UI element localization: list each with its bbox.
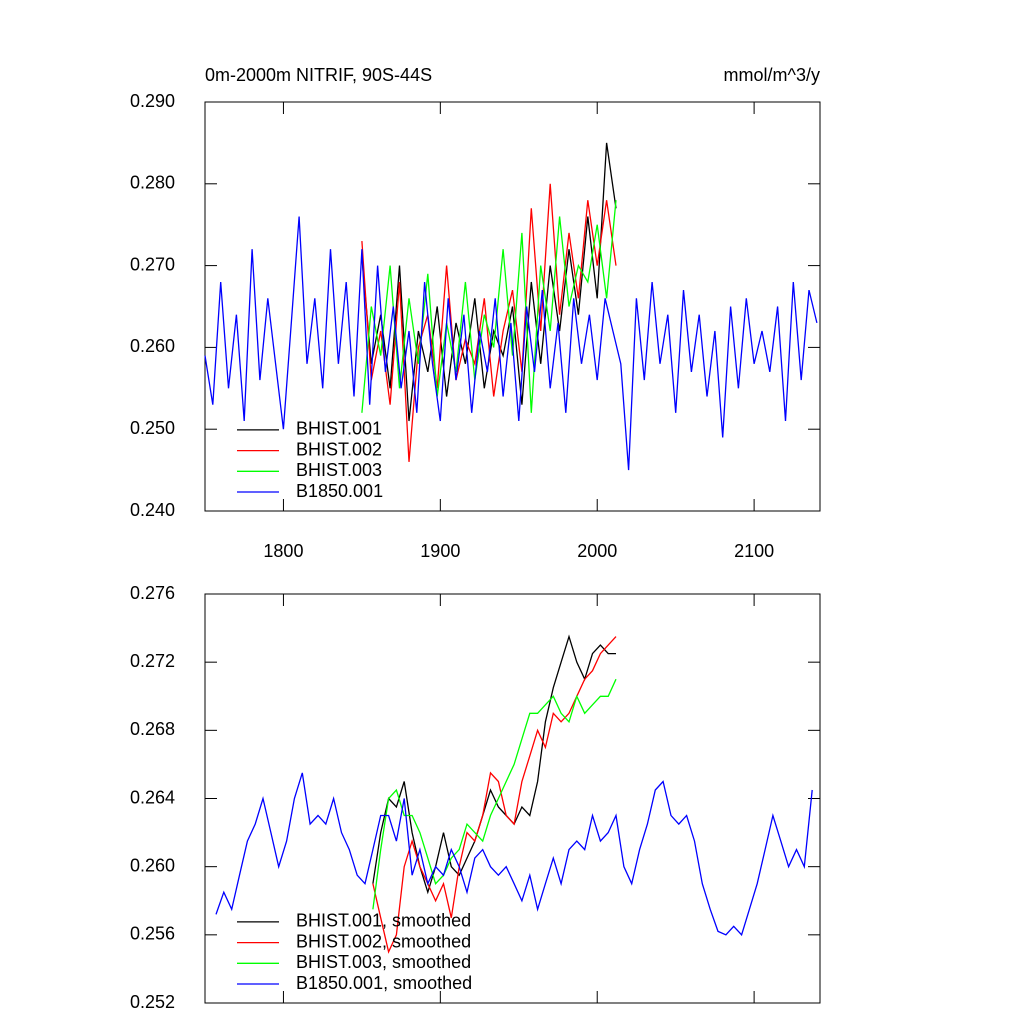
y-tick-label: 0.250 <box>130 418 175 438</box>
series-line <box>215 772 813 937</box>
chart-title: 0m-2000m NITRIF, 90S-44S <box>205 65 432 85</box>
series-line <box>372 634 616 895</box>
y-tick-label: 0.260 <box>130 855 175 875</box>
x-tick-label: 1900 <box>420 541 460 561</box>
y-tick-label: 0.290 <box>130 91 175 111</box>
y-tick-label: 0.240 <box>130 500 175 520</box>
y-tick-label: 0.268 <box>130 719 175 739</box>
legend-label: B1850.001, smoothed <box>296 973 472 993</box>
plot-frame <box>204 101 821 512</box>
series-line <box>361 200 617 413</box>
series-line <box>204 216 818 471</box>
series-line <box>372 636 617 954</box>
legend-label: BHIST.001, smoothed <box>296 911 471 931</box>
series-line <box>361 183 617 462</box>
y-tick-label: 0.260 <box>130 336 175 356</box>
legend-label: BHIST.001 <box>296 419 382 439</box>
x-tick-label: 1800 <box>263 541 303 561</box>
legend-label: B1850.001 <box>296 481 383 501</box>
y-tick-label: 0.252 <box>130 992 175 1012</box>
y-tick-label: 0.264 <box>130 787 175 807</box>
legend-label: BHIST.003 <box>296 460 382 480</box>
legend-label: BHIST.003, smoothed <box>296 952 471 972</box>
y-tick-label: 0.276 <box>130 583 175 603</box>
y-tick-label: 0.272 <box>130 651 175 671</box>
legend-label: BHIST.002 <box>296 439 382 459</box>
y-tick-label: 0.270 <box>130 254 175 274</box>
x-tick-label: 2100 <box>734 541 774 561</box>
series-line <box>372 678 617 910</box>
x-tick-label: 2000 <box>577 541 617 561</box>
y-tick-label: 0.280 <box>130 173 175 193</box>
units-label: mmol/m^3/y <box>724 65 820 85</box>
legend-label: BHIST.002, smoothed <box>296 931 471 951</box>
y-tick-label: 0.256 <box>130 924 175 944</box>
